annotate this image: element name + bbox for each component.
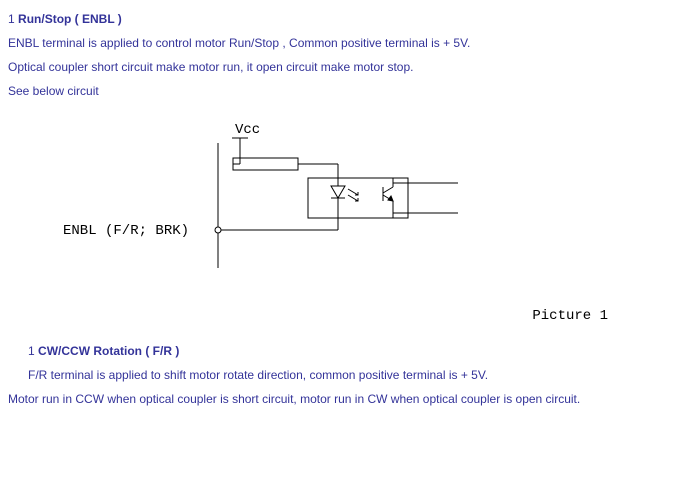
section1-para1: ENBL terminal is applied to control moto… — [8, 36, 668, 50]
section1-num: 1 — [8, 12, 15, 26]
section1-title-bold: Run/Stop ( ENBL ) — [18, 12, 122, 26]
svg-text:Vcc: Vcc — [235, 122, 260, 138]
section2-title: 1 CW/CCW Rotation ( F/R ) — [28, 344, 668, 358]
section1-para3: See below circuit — [8, 84, 668, 98]
section2-title-bold: CW/CCW Rotation ( F/R ) — [38, 344, 179, 358]
circuit-diagram: Vcc ENBL (F/R; BRK) — [8, 118, 668, 288]
section1-title: 1 Run/Stop ( ENBL ) — [8, 12, 668, 26]
page-content: 1 Run/Stop ( ENBL ) ENBL terminal is app… — [0, 0, 676, 424]
diagram-caption: Picture 1 — [8, 308, 668, 324]
section2-num: 1 — [28, 344, 35, 358]
svg-text:ENBL (F/R; BRK): ENBL (F/R; BRK) — [63, 223, 189, 239]
section2-para1: F/R terminal is applied to shift motor r… — [28, 368, 668, 382]
section1-para2: Optical coupler short circuit make motor… — [8, 60, 668, 74]
circuit-svg: Vcc ENBL (F/R; BRK) — [38, 118, 538, 288]
section2-para2: Motor run in CCW when optical coupler is… — [8, 392, 668, 406]
